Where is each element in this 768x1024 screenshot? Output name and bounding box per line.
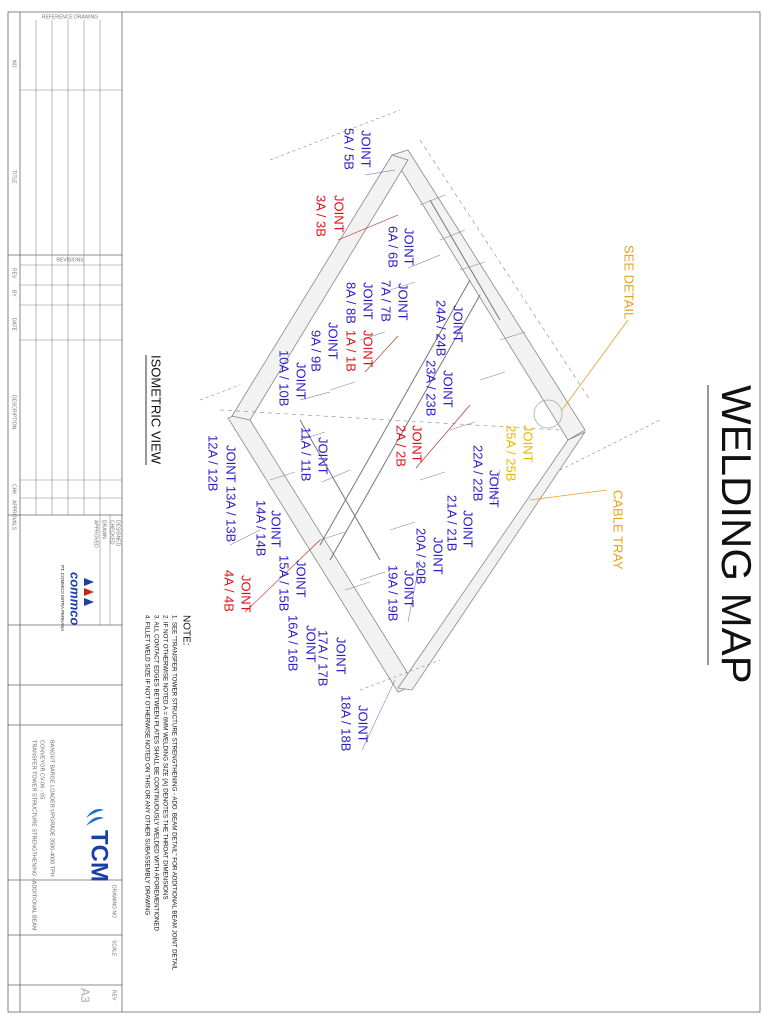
block-label: DESCRIPTION bbox=[11, 395, 17, 430]
block-label: DESIGNED bbox=[115, 520, 121, 547]
note: 3. ALL CONTACT EDGES BETWEEN PLATES SHAL… bbox=[152, 615, 159, 931]
joint-label: JOINT bbox=[326, 322, 341, 360]
company-logo-mark bbox=[84, 578, 94, 606]
joint-label: 3A / 3B bbox=[314, 195, 329, 237]
client-logo: TCM bbox=[86, 830, 113, 882]
joint-label: JOINT bbox=[294, 560, 309, 598]
joint-label: JOINT bbox=[316, 437, 331, 475]
joint-label: JOINT bbox=[334, 637, 349, 675]
joint-label: JOINT bbox=[402, 228, 417, 266]
sheet-size: A3 bbox=[78, 988, 92, 1003]
joint-label: JOINT bbox=[451, 305, 466, 343]
joint-label: 6A / 6B bbox=[386, 226, 401, 268]
block-label: DATE bbox=[11, 318, 17, 332]
joint-label: JOINT bbox=[361, 330, 376, 368]
view-title: ISOMETRIC VIEW bbox=[149, 355, 164, 465]
project-line: BANGUT BARGE LOADER UPGRADE 3500-4000 TP… bbox=[49, 740, 55, 877]
block-label: REV bbox=[111, 990, 117, 1001]
joint-label: 1A / 1B bbox=[344, 330, 359, 372]
company-logo: commco bbox=[68, 572, 83, 626]
joint-label: JOINT bbox=[332, 195, 347, 233]
joint-label: JOINT bbox=[361, 282, 376, 320]
client-logo-mark bbox=[86, 809, 104, 826]
joint-label: 19A / 19B bbox=[386, 565, 401, 621]
notes-heading: NOTE: bbox=[180, 615, 191, 646]
joint-label: JOINT bbox=[441, 370, 456, 408]
joint-label: JOINT bbox=[461, 510, 476, 548]
joint-label: 14A / 14B bbox=[254, 500, 269, 556]
joint-label: JOINT 13A / 13B bbox=[224, 445, 239, 542]
joint-label: 23A / 23B bbox=[424, 360, 439, 416]
joint-label: 21A / 21B bbox=[445, 495, 460, 551]
company-name: PT. COMMCO MITRA PERKASA bbox=[60, 565, 65, 631]
joint-label: JOINT bbox=[521, 425, 536, 463]
joint-label: 17A / 17B bbox=[316, 630, 331, 686]
joint-label: JOINT bbox=[396, 283, 411, 321]
frame bbox=[7, 11, 761, 1013]
block-label: DRAWING NO bbox=[111, 885, 117, 918]
joint-label: 22A / 22B bbox=[471, 445, 486, 501]
joint-label: 4A / 4B bbox=[222, 570, 237, 612]
joint-label: JOINT bbox=[304, 625, 319, 663]
block-label: APPROVALS bbox=[11, 500, 17, 531]
block-label: CHECKED bbox=[109, 520, 115, 545]
joint-label: 25A / 25B bbox=[504, 425, 519, 481]
callout: SEE DETAIL bbox=[622, 245, 637, 319]
joint-label: 5A / 5B bbox=[342, 128, 357, 170]
block-label: DRAWN bbox=[101, 520, 107, 539]
joint-label: 2A / 2B bbox=[394, 425, 409, 467]
joint-label: JOINT bbox=[487, 470, 502, 508]
joint-label: 15A / 15B bbox=[277, 555, 292, 611]
joint-label: 12A / 12B bbox=[206, 435, 221, 491]
block-label: REFERENCE DRAWING bbox=[42, 14, 98, 20]
joint-label: JOINT bbox=[402, 570, 417, 608]
joint-label: 16A / 16B bbox=[286, 615, 301, 671]
joint-label: 20A / 20B bbox=[414, 528, 429, 584]
joint-label: JOINT bbox=[356, 705, 371, 743]
block-label: BY bbox=[11, 290, 17, 297]
note: 4. FILLET WELD SIZE IF NOT OTHERWISE NOT… bbox=[143, 615, 150, 915]
joint-label: JOINT bbox=[410, 425, 425, 463]
block-label: REV bbox=[11, 268, 17, 279]
block-label: SCALE bbox=[111, 940, 117, 957]
isometric-structure bbox=[199, 109, 661, 751]
joint-label: 10A / 10B bbox=[277, 350, 292, 406]
note: 1. SEE "TRANSFER TOWER STRUCTURE STRENGT… bbox=[170, 615, 177, 971]
note: 2. IF NOT OTHERWISE NOTED A = 6MM WELDIN… bbox=[161, 615, 168, 900]
project-line: CONVEYOR CV-06 - 05 bbox=[39, 740, 45, 799]
joint-label: JOINT bbox=[431, 537, 446, 575]
joint-label: JOINT bbox=[269, 510, 284, 548]
joint-label: 7A / 7B bbox=[379, 280, 394, 322]
block-label: REVISIONS bbox=[56, 257, 84, 263]
sheet-title: WELDING MAP bbox=[713, 385, 760, 684]
block-label: NO bbox=[11, 60, 17, 68]
revision-grid bbox=[20, 20, 122, 625]
joint-label: JOINT bbox=[239, 575, 254, 613]
joint-label: 11A / 11B bbox=[299, 427, 314, 481]
callout: CABLE TRAY bbox=[611, 490, 626, 570]
project-line: TRANSFER TOWER STRUCTURE STRENGTHENING -… bbox=[31, 740, 37, 931]
block-label: APPROVED bbox=[93, 520, 99, 548]
joint-label: 8A / 8B bbox=[344, 282, 359, 324]
joint-label: JOINT bbox=[294, 362, 309, 400]
block-label: CHK bbox=[11, 484, 17, 495]
block-label: TITLE bbox=[11, 170, 17, 184]
joint-label: 9A / 9B bbox=[309, 330, 324, 372]
joint-label: 24A / 24B bbox=[434, 300, 449, 356]
joint-label: JOINT bbox=[359, 130, 374, 168]
joint-label: 18A / 18B bbox=[339, 695, 354, 751]
